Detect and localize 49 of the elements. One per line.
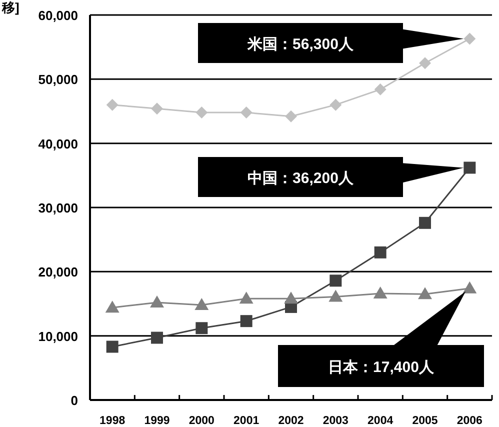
point — [419, 57, 431, 70]
y-tick-label: 20,000 — [38, 264, 78, 280]
point — [464, 32, 476, 45]
point — [151, 102, 163, 115]
point — [374, 83, 386, 96]
point — [150, 295, 164, 308]
y-tick-label: 40,000 — [38, 136, 78, 152]
point — [284, 292, 298, 304]
point — [240, 315, 252, 328]
point — [462, 281, 477, 294]
point — [330, 274, 342, 287]
x-tick-label: 1999 — [144, 415, 170, 427]
point — [151, 332, 163, 344]
y-tick-label: 30,000 — [38, 200, 78, 216]
point — [194, 298, 209, 310]
annotation: 中国：36,200人 — [248, 170, 354, 187]
point — [285, 110, 297, 122]
x-tick-label: 1998 — [100, 415, 126, 427]
x-tick-label: 2004 — [368, 415, 394, 427]
x-tick-label: 2001 — [234, 415, 260, 427]
x-tick-label: 2003 — [322, 415, 348, 427]
x-tick-label: 2006 — [456, 415, 482, 427]
point — [240, 106, 252, 119]
chart-title: 移] — [1, 0, 20, 15]
point — [196, 322, 208, 334]
point — [106, 98, 118, 111]
point — [196, 106, 208, 119]
point — [330, 98, 342, 111]
point — [328, 290, 343, 302]
y-tick-label: 60,000 — [38, 8, 78, 23]
point — [105, 300, 120, 313]
point — [106, 340, 118, 353]
point — [419, 216, 431, 229]
point — [464, 162, 476, 174]
annotation: 日本：17,400人 — [328, 359, 435, 376]
y-tick-label: 50,000 — [38, 72, 78, 88]
y-tick-label: 10,000 — [38, 328, 78, 344]
x-tick-label: 2000 — [188, 415, 214, 427]
point — [418, 287, 432, 300]
y-tick-label: 0 — [70, 393, 78, 408]
callout: 米国：56,300人 — [198, 23, 464, 63]
callout: 日本：17,400人 — [278, 291, 484, 387]
annotation: 米国：56,300人 — [246, 36, 354, 53]
point — [239, 292, 254, 304]
callout: 中国：36,200人 — [198, 157, 464, 197]
point — [373, 286, 388, 298]
x-tick-label: 2002 — [278, 415, 304, 427]
point — [374, 246, 386, 258]
x-tick-label: 2005 — [412, 415, 438, 427]
